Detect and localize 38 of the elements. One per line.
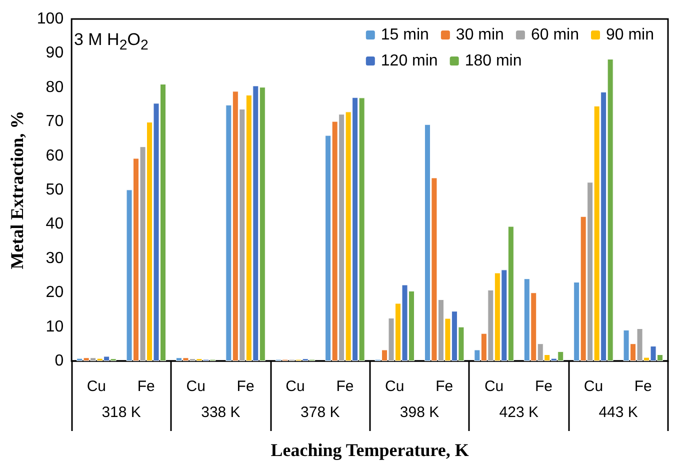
y-tick-label: 20 xyxy=(46,284,64,302)
x-tick-label: Cu xyxy=(385,378,404,395)
x-tick-label: Cu xyxy=(286,378,305,395)
legend-label: 180 min xyxy=(464,52,522,70)
legend-label: 90 min xyxy=(606,26,654,44)
y-tick-label: 60 xyxy=(46,147,64,164)
legend-label: 15 min xyxy=(380,26,429,44)
x-tick-label: Cu xyxy=(86,378,106,395)
y-tick-label: 0 xyxy=(54,352,64,370)
y-tick-label: 50 xyxy=(46,182,64,198)
y-tick-label: 10 xyxy=(46,318,64,336)
y-axis-title: Metal Extraction, % xyxy=(7,110,27,270)
text: 443 K xyxy=(598,404,638,421)
y-tick-label: 80 xyxy=(46,78,64,96)
text: 423 K xyxy=(499,404,538,421)
y-tick-label: 70 xyxy=(46,113,64,130)
y-tick-label: 30 xyxy=(46,250,64,267)
x-tick-label: Fe xyxy=(634,378,652,395)
text: 318 K xyxy=(102,404,141,421)
x-tick-label: Cu xyxy=(186,378,206,395)
y-tick-label: 40 xyxy=(46,216,64,233)
x-tick-label: Cu xyxy=(584,378,604,395)
text: 378 K xyxy=(300,404,340,421)
x-tick-label: Fe xyxy=(236,378,254,395)
x-tick-label: Fe xyxy=(336,378,354,395)
text: 398 K xyxy=(400,404,440,421)
legend-label: 30 min xyxy=(456,26,504,44)
text: 338 K xyxy=(201,404,240,421)
x-tick-label: Fe xyxy=(534,378,553,395)
x-tick-label: Cu xyxy=(484,378,504,395)
y-tick-label: 90 xyxy=(46,44,64,62)
x-axis-title: Leaching Temperature, K xyxy=(270,440,469,460)
x-tick-label: Fe xyxy=(436,378,454,395)
legend-label: 120 min xyxy=(380,52,438,70)
y-tick-label: 100 xyxy=(36,10,64,28)
legend-label: 60 min xyxy=(530,26,579,44)
annotation-text: 3 M H$_{2}$O$_{2}$ xyxy=(74,30,148,54)
x-tick-label: Fe xyxy=(137,378,155,395)
